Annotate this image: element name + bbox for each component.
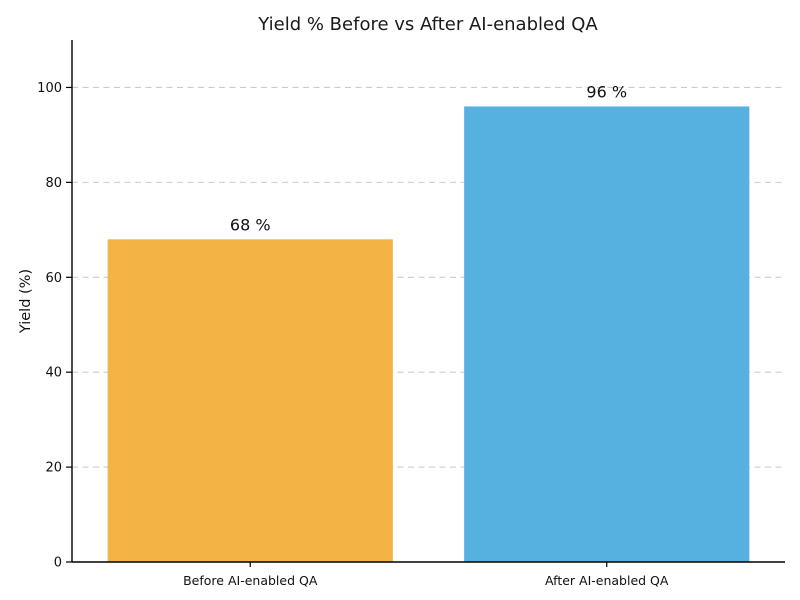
chart-title: Yield % Before vs After AI-enabled QA — [257, 14, 598, 35]
tick-marks — [66, 86, 608, 567]
value-labels: 68 % 96 % — [230, 82, 627, 234]
bar-0 — [107, 239, 393, 563]
tick-labels: 0 20 40 60 80 100 Before AI-enabled QA After AI… — [37, 81, 669, 588]
y-tick-label-60: 60 — [45, 271, 62, 286]
y-tick-label-20: 20 — [45, 461, 62, 476]
y-tick-label-0: 0 — [54, 556, 62, 571]
x-tick-label-1: After AI-enabled QA — [545, 573, 669, 588]
bar-1 — [464, 106, 750, 562]
axes — [71, 40, 785, 563]
x-tick-label-0: Before AI-enabled QA — [183, 573, 318, 588]
bar-value-label-1: 96 % — [586, 82, 627, 101]
bars — [107, 106, 750, 563]
y-tick-label-80: 80 — [45, 176, 62, 191]
y-tick-label-100: 100 — [37, 81, 62, 96]
y-tick-label-40: 40 — [45, 366, 62, 381]
y-axis-label: Yield (%) — [18, 269, 34, 334]
bar-value-label-0: 68 % — [230, 215, 271, 234]
